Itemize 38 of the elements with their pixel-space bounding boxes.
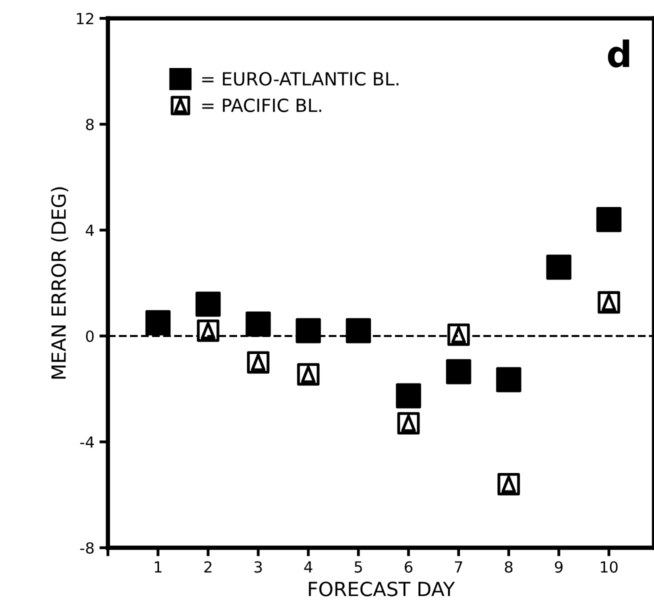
- annotation: d: [608, 40, 630, 68]
- point: [246, 311, 271, 337]
- legend-label: = PACIFIC BL.: [202, 98, 322, 112]
- x-tick-label: 10: [600, 561, 618, 573]
- x-tick-label: 2: [204, 561, 212, 573]
- x-tick-label: 3: [254, 561, 262, 573]
- point: [296, 318, 321, 344]
- point: [447, 323, 470, 346]
- y-tick-label: 12: [76, 12, 94, 24]
- point: [297, 363, 320, 386]
- y-tick-label: -4: [80, 436, 94, 448]
- point: [396, 383, 422, 408]
- x-axis-title: FORECAST DAY: [308, 582, 455, 596]
- point: [196, 319, 220, 342]
- point: [346, 318, 371, 344]
- point: [397, 412, 420, 435]
- point: [247, 351, 270, 374]
- x-tick-label: 7: [455, 561, 462, 573]
- point: [498, 473, 520, 496]
- x-tick-label: 4: [304, 561, 312, 573]
- point: [446, 359, 472, 384]
- point: [496, 367, 522, 392]
- point: [145, 310, 171, 336]
- point: [596, 206, 622, 232]
- x-tick-label: 1: [154, 561, 162, 573]
- x-tick-label: 9: [554, 561, 563, 573]
- point: [598, 291, 620, 314]
- y-tick-label: 4: [86, 224, 94, 236]
- x-tick-label: 6: [404, 561, 412, 573]
- legend-label: = EURO-ATLANTIC BL.: [202, 72, 398, 86]
- y-axis-title: MEAN ERROR (DEG): [50, 187, 68, 379]
- point: [546, 254, 572, 280]
- point: [196, 292, 221, 317]
- y-tick-label: 0: [86, 330, 94, 342]
- x-tick-label: 8: [504, 561, 513, 573]
- x-tick-label: 5: [354, 561, 362, 573]
- y-tick-label: 8: [86, 118, 94, 130]
- y-tick-label: -8: [80, 542, 94, 554]
